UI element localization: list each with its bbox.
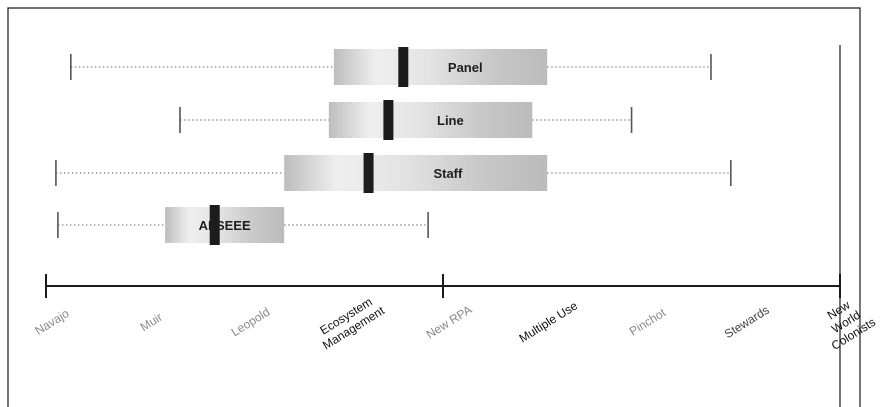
tick-label-line: Stewards: [722, 303, 772, 341]
median-afseee: [209, 205, 220, 245]
median-line: [383, 100, 394, 140]
tick-label-line: Pinchot: [627, 305, 669, 338]
box-staff: Staff: [55, 153, 732, 193]
x-axis: Navajo Muir Leopold EcosystemManagement New …: [32, 274, 878, 353]
box-afseee: AFSEEE: [57, 205, 429, 245]
series-label-panel: Panel: [448, 60, 483, 75]
tick-label-multiple-use: Multiple Use: [517, 298, 581, 345]
figure-frame: [7, 7, 861, 407]
tick-label-new-world-colonists: NewWorldColonists: [814, 291, 878, 353]
tick-label-line: Leopold: [229, 305, 273, 340]
tick-label-ecosystem-management: EcosystemManagement: [313, 291, 388, 352]
box-panel: Panel: [70, 47, 712, 87]
tick-label-muir: Muir: [138, 310, 165, 334]
iqr-box-line: [328, 102, 533, 138]
box-line: Line: [179, 100, 633, 140]
iqr-box-afseee: [165, 207, 285, 243]
iqr-box-panel: [333, 49, 548, 85]
tick-label-line: New RPA: [424, 303, 475, 342]
tick-label-line: Multiple Use: [517, 298, 581, 345]
tick-label-navajo: Navajo: [32, 306, 71, 338]
median-panel: [398, 47, 409, 87]
iqr-box-staff: [284, 155, 548, 191]
series-label-line: Line: [437, 113, 464, 128]
median-staff: [363, 153, 374, 193]
box-rows: Panel Line Staff AFSEEE: [55, 47, 732, 245]
tick-label-stewards: Stewards: [722, 303, 772, 341]
tick-label-line: Navajo: [32, 306, 71, 338]
tick-label-new-rpa: New RPA: [424, 303, 475, 342]
tick-label-pinchot: Pinchot: [627, 305, 669, 338]
series-label-staff: Staff: [433, 166, 463, 181]
tick-label-line: Muir: [138, 310, 165, 334]
tick-label-leopold: Leopold: [229, 305, 273, 340]
series-label-afseee: AFSEEE: [199, 218, 251, 233]
